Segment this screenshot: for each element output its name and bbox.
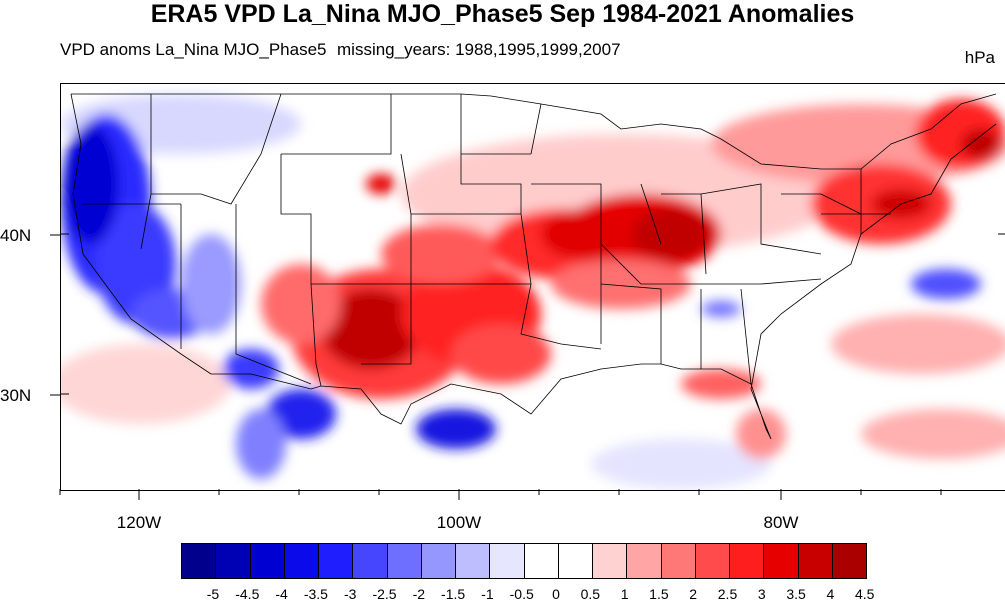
colorbar-label: 1: [620, 586, 629, 602]
colorbar-box: [558, 544, 593, 578]
colorbar-label: -1: [481, 586, 494, 602]
lat-label-30n: 30N: [0, 386, 32, 405]
colorbar-box: [353, 544, 388, 578]
colorbar-label: -0.5: [509, 586, 534, 602]
colorbar-box: [798, 544, 833, 578]
colorbar-box: [764, 544, 799, 578]
colorbar-label: 4.5: [854, 586, 875, 602]
state-boundaries: [70, 93, 997, 440]
colorbar-box: [387, 544, 422, 578]
colorbar-label: -2.5: [372, 586, 397, 602]
colorbar-box: [832, 544, 866, 578]
anomaly-map: [60, 83, 1005, 491]
lon-label-120w: 120W: [116, 513, 162, 532]
colorbar-box: [319, 544, 354, 578]
colorbar-box: [284, 544, 319, 578]
colorbar-label: 3: [757, 586, 766, 602]
colorbar-box: [490, 544, 525, 578]
lon-label-80w: 80W: [763, 513, 799, 532]
colorbar-box: [593, 544, 628, 578]
colorbar-label: -5: [206, 586, 220, 602]
colorbar-box: [421, 544, 456, 578]
colorbar-box: [524, 544, 559, 578]
colorbar: [181, 543, 867, 579]
colorbar-label: 0: [552, 586, 560, 602]
lat-label-40n: 40N: [0, 226, 32, 245]
map-title: ERA5 VPD La_Nina MJO_Phase5 Sep 1984-202…: [150, 0, 855, 28]
colorbar-box: [661, 544, 696, 578]
colorbar-box: [250, 544, 285, 578]
colorbar-box: [627, 544, 662, 578]
subtitle-missing-years: missing_years: 1988,1995,1999,2007: [337, 40, 621, 59]
colorbar-box: [182, 544, 217, 578]
colorbar-label: 2.5: [717, 586, 738, 602]
colorbar-label: -3.5: [303, 586, 328, 602]
colorbar-box: [216, 544, 251, 578]
colorbar-label: 4: [826, 586, 835, 602]
colorbar-label: -3: [343, 586, 357, 602]
colorbar-label: -4: [275, 586, 288, 602]
colorbar-box: [730, 544, 765, 578]
colorbar-box: [695, 544, 730, 578]
subtitle-left: VPD anoms La_Nina MJO_Phase5: [60, 40, 327, 59]
colorbar-box: [456, 544, 491, 578]
colorbar-label: -2: [412, 586, 426, 602]
colorbar-label: 2: [689, 586, 698, 602]
colorbar-label: -1.5: [441, 586, 466, 602]
lon-label-100w: 100W: [436, 513, 482, 532]
colorbar-label: -4.5: [235, 586, 260, 602]
colorbar-label: 0.5: [580, 586, 601, 602]
units-label: hPa: [964, 48, 995, 67]
colorbar-label: 3.5: [786, 586, 806, 602]
colorbar-label: 1.5: [649, 586, 669, 602]
